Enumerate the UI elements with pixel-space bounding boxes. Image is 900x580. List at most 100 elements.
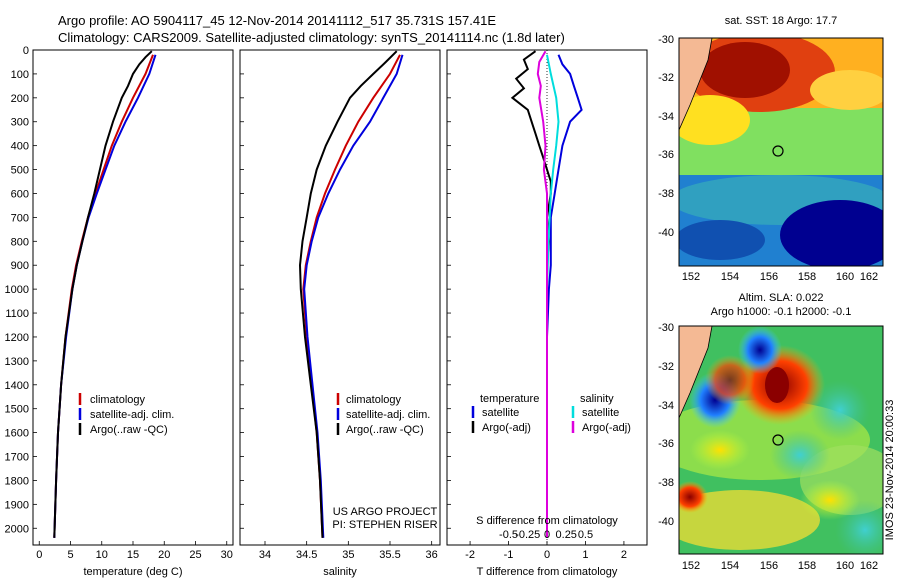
project-annotation-2: PI: STEPHEN RISER (332, 519, 437, 531)
salinity-legend: climatology satellite-adj. clim. Argo(..… (336, 393, 430, 436)
s-tick-label: 0.25 (556, 529, 577, 541)
depth-tick-label: 1100 (5, 308, 29, 320)
x-tick-label: 36 (426, 549, 438, 561)
depth-tick-label: 400 (11, 141, 29, 153)
x-tick-label: -2 (465, 549, 475, 561)
legend-clim: climatology (90, 394, 146, 406)
title-line1: Argo profile: AO 5904117_45 12-Nov-2014 … (58, 13, 496, 28)
x-tick-label: 1 (582, 549, 588, 561)
x-tick-label: 25 (189, 549, 201, 561)
svg-text:-38: -38 (658, 188, 674, 200)
svg-text:-34: -34 (658, 400, 674, 412)
svg-text:158: 158 (798, 560, 816, 572)
depth-tick-label: 100 (11, 69, 29, 81)
x-tick-label: 30 (221, 549, 233, 561)
sst-argo-marker (772, 145, 784, 157)
temperature-panel (32, 49, 234, 546)
svg-text:-30: -30 (658, 34, 674, 46)
series-line-satellite-adj--clim- (303, 54, 404, 538)
series-line-salinity-argo--adj- (536, 50, 548, 538)
svg-text:-30: -30 (658, 322, 674, 334)
series-line-satellite-adj--clim- (53, 54, 157, 538)
svg-text:156: 156 (760, 271, 778, 283)
title-line2: Climatology: CARS2009. Satellite-adjuste… (58, 30, 565, 45)
diff-legend-sargo: Argo(-adj) (582, 422, 631, 434)
series-line-argo---raw--qc- (53, 50, 153, 538)
svg-text:154: 154 (721, 271, 739, 283)
depth-tick-label: 1900 (5, 499, 29, 511)
watermark: IMOS 23-Nov-2014 20:00:33 (884, 400, 896, 541)
s-difference-ticks: -0.5-0.25 0 0.25 0.5 (499, 529, 593, 541)
series-line-climatology (302, 54, 401, 538)
sal-legend-argo: Argo(..raw -QC) (346, 424, 424, 436)
svg-text:-36: -36 (658, 438, 674, 450)
sal-legend-sat: satellite-adj. clim. (346, 409, 430, 421)
depth-tick-label: 600 (11, 188, 29, 200)
depth-tick-label: 1400 (5, 380, 29, 392)
depth-tick-label: 1000 (5, 284, 29, 296)
x-tick-label: 20 (158, 549, 170, 561)
s-tick-label: 0.5 (578, 529, 593, 541)
s-tick-label: -0.5 (499, 529, 518, 541)
svg-text:152: 152 (682, 271, 700, 283)
series-line-temperature-argo--adj- (510, 50, 552, 538)
sst-lon-ticks: 152 154 156 158 160 162 (682, 271, 878, 283)
x-tick-label: 34 (259, 549, 271, 561)
svg-text:156: 156 (760, 560, 778, 572)
salinity-panel (239, 49, 441, 546)
x-tick-label: -1 (504, 549, 514, 561)
svg-text:-36: -36 (658, 149, 674, 161)
depth-tick-label: 1500 (5, 404, 29, 416)
temperature-xlabel: temperature (deg C) (83, 566, 182, 578)
legend-header-temp: temperature (480, 393, 539, 405)
salinity-xlabel: salinity (323, 566, 357, 578)
x-tick-label: 2 (621, 549, 627, 561)
depth-tick-label: 500 (11, 165, 29, 177)
difference-xlabel2: S difference from climatology (476, 515, 618, 527)
svg-text:160: 160 (836, 560, 854, 572)
svg-text:-32: -32 (658, 361, 674, 373)
sla-map-title1: Altim. SLA: 0.022 (739, 292, 824, 304)
svg-text:-34: -34 (658, 111, 674, 123)
x-tick-label: 0 (36, 549, 42, 561)
difference-x-ticks: -2 -1 0 1 2 (465, 541, 627, 561)
legend-header-sal: salinity (580, 393, 614, 405)
depth-tick-label: 1700 (5, 452, 29, 464)
sst-lat-ticks: -30 -32 -34 -36 -38 -40 (658, 34, 674, 239)
sla-land (679, 326, 712, 418)
svg-text:-32: -32 (658, 72, 674, 84)
difference-lines (510, 50, 583, 538)
svg-text:154: 154 (721, 560, 739, 572)
depth-tick-label: 1200 (5, 332, 29, 344)
sst-land (679, 38, 712, 130)
sla-map-title2: Argo h1000: -0.1 h2000: -0.1 (711, 306, 852, 318)
legend-sat: satellite-adj. clim. (90, 409, 174, 421)
svg-text:-40: -40 (658, 516, 674, 528)
sla-lon-ticks: 152 154 156 158 160 162 (682, 560, 878, 572)
depth-axis: 0 100 200 300 400 500 600 700 800 900 1000 1100 1200… (5, 45, 451, 535)
sst-map-title: sat. SST: 18 Argo: 17.7 (725, 15, 838, 27)
difference-legend: temperature salinity satellite Argo(-adj… (471, 393, 631, 434)
x-tick-label: 10 (96, 549, 108, 561)
svg-text:-40: -40 (658, 227, 674, 239)
temperature-lines (53, 50, 157, 538)
sla-lat-ticks: -30 -32 -34 -36 -38 -40 (658, 322, 674, 528)
series-line-temperature-satellite (546, 54, 583, 538)
project-annotation-1: US ARGO PROJECT (333, 506, 438, 518)
temperature-x-ticks: 0 5 10 15 20 25 30 (36, 541, 233, 561)
x-tick-label: 0 (544, 549, 550, 561)
depth-tick-label: 0 (23, 45, 29, 57)
x-tick-label: 35.5 (379, 549, 400, 561)
s-tick-label: -0.25 (515, 529, 540, 541)
svg-text:162: 162 (860, 271, 878, 283)
depth-tick-label: 300 (11, 117, 29, 129)
sla-map-frame (678, 325, 884, 555)
s-tick-label: 0 (544, 529, 550, 541)
depth-tick-label: 700 (11, 212, 29, 224)
diff-legend-targo: Argo(-adj) (482, 422, 531, 434)
salinity-lines (298, 50, 404, 538)
depth-tick-label: 2000 (5, 523, 29, 535)
diff-legend-ssat: satellite (582, 407, 619, 419)
series-line-argo---raw--qc- (298, 50, 398, 538)
